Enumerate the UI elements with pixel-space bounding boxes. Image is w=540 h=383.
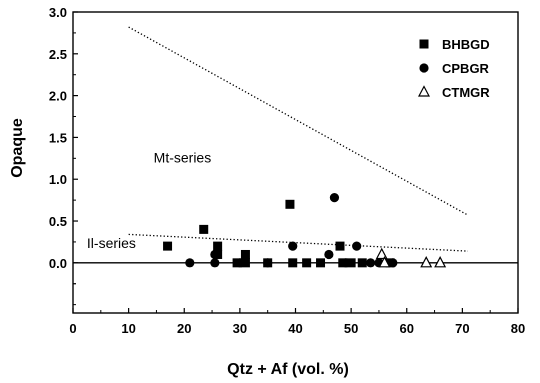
data-point-bhbgd (213, 241, 223, 251)
data-point-ctmgr (434, 256, 447, 268)
y-axis-ticks: 3.0 2.5 2.0 1.5 1.0 0.5 0.0 (49, 5, 78, 306)
data-point-cpbgr (388, 258, 398, 268)
x-tick-label: 80 (511, 321, 525, 336)
data-point-bhbgd (316, 258, 326, 268)
data-point-cpbgr (352, 241, 362, 251)
series-boundary-line (128, 26, 469, 216)
legend-marker-bhbgd (419, 39, 429, 49)
data-point-cpbgr (329, 193, 340, 203)
data-point-bhbgd (346, 258, 356, 268)
legend-label: CPBGR (442, 61, 490, 76)
data-point-cpbgr (235, 258, 245, 268)
legend: BHBGD CPBGR CTMGR (418, 37, 490, 100)
data-point-ctmgr (375, 247, 388, 260)
data-point-ctmgr (420, 256, 433, 268)
data-point-bhbgd (199, 224, 209, 234)
legend-marker-cpbgr (419, 63, 429, 73)
y-tick-label: 2.0 (49, 89, 67, 104)
plot-frame (72, 11, 519, 314)
x-tick-label: 40 (288, 321, 302, 336)
x-tick-label: 10 (121, 321, 135, 336)
x-tick-label: 20 (177, 321, 191, 336)
series-boundary-line (128, 233, 468, 252)
series-annotation: Mt-series (154, 150, 212, 166)
data-point-ctmgr (378, 256, 391, 268)
legend-marker-ctmgr (418, 85, 430, 97)
y-tick-label: 1.5 (49, 130, 67, 145)
data-markers (163, 193, 447, 268)
x-axis-ticks: 0 10 20 30 40 50 60 70 80 (69, 308, 525, 336)
y-tick-label: 3.0 (49, 5, 67, 20)
data-point-cpbgr (324, 249, 334, 260)
annotations: Mt-series Il-series (87, 150, 211, 251)
y-tick-label: 0.0 (49, 256, 67, 271)
plot-border (72, 11, 519, 314)
data-point-bhbgd (302, 258, 312, 268)
y-tick-label: 0.5 (49, 214, 67, 229)
x-tick-label: 0 (69, 321, 76, 336)
legend-label: CTMGR (442, 85, 490, 100)
legend-label: BHBGD (442, 37, 490, 52)
data-point-bhbgd (357, 258, 367, 268)
y-tick-label: 1.0 (49, 172, 67, 187)
x-axis-title: Qtz + Af (vol. %) (227, 361, 349, 378)
x-tick-label: 50 (344, 321, 358, 336)
x-tick-label: 60 (400, 321, 414, 336)
data-point-cpbgr (340, 258, 351, 268)
data-point-cpbgr (185, 258, 195, 268)
data-point-cpbgr (288, 241, 298, 251)
data-point-bhbgd (285, 199, 295, 209)
x-tick-label: 30 (233, 321, 247, 336)
data-point-bhbgd (240, 249, 250, 259)
data-point-bhbgd (335, 241, 345, 251)
data-point-cpbgr (263, 258, 273, 268)
data-point-cpbgr (365, 258, 376, 268)
series-annotation: Il-series (87, 235, 136, 251)
data-point-bhbgd (288, 258, 298, 268)
y-tick-label: 2.5 (49, 47, 67, 62)
data-point-cpbgr (210, 258, 220, 268)
data-point-cpbgr (210, 249, 220, 260)
data-point-bhbgd (240, 258, 250, 268)
data-point-bhbgd (163, 241, 173, 251)
y-axis-title: Opaque (9, 118, 26, 178)
x-tick-label: 70 (455, 321, 469, 336)
